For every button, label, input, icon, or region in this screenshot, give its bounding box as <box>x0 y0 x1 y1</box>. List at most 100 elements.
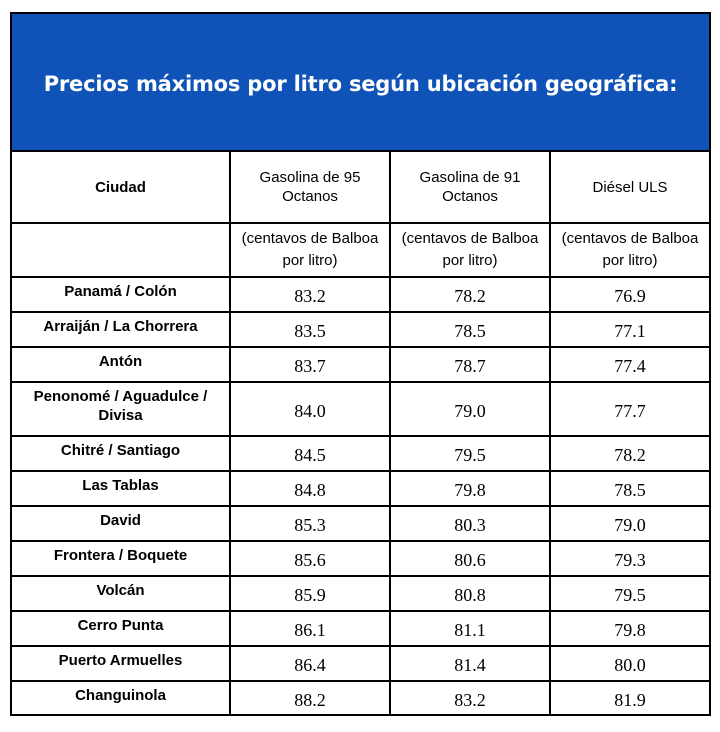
diesel-uls-value-text: 79.5 <box>614 585 646 605</box>
gasolina-95-value-text: 85.6 <box>294 550 326 570</box>
city-cell: Penonomé / Aguadulce / Divisa <box>12 381 231 437</box>
gasolina-91-value-text: 83.2 <box>454 690 486 710</box>
diesel-uls-value: 80.0 <box>549 645 709 682</box>
city-cell-text: David <box>100 512 141 529</box>
city-cell: Puerto Armuelles <box>12 645 231 682</box>
gasolina-91-value-text: 78.2 <box>454 286 486 306</box>
table-row: Penonomé / Aguadulce / Divisa 84.0 79.0 77.… <box>12 381 709 437</box>
city-cell-text: Volcán <box>96 582 145 599</box>
gasolina-91-value-text: 78.7 <box>454 356 486 376</box>
gasolina-95-value-text: 83.2 <box>294 286 326 306</box>
city-cell-text: Frontera / Boquete <box>53 547 188 564</box>
gasolina-91-value-text: 81.1 <box>454 620 486 640</box>
gasolina-95-value-text: 88.2 <box>294 690 326 710</box>
city-cell-text: Puerto Armuelles <box>58 652 183 669</box>
diesel-uls-value-text: 77.4 <box>614 356 646 376</box>
diesel-uls-value-text: 78.2 <box>614 445 646 465</box>
header-city: Ciudad <box>12 152 231 224</box>
diesel-uls-value: 79.3 <box>549 540 709 577</box>
price-table: Ciudad Gasolina de 95 Octanos Gasolina d… <box>12 152 709 715</box>
gasolina-91-value: 80.3 <box>389 505 551 542</box>
table-row: Cerro Punta 86.1 81.1 79.8 <box>12 610 709 647</box>
diesel-uls-value-text: 80.0 <box>614 655 646 675</box>
diesel-uls-value-text: 77.1 <box>614 321 646 341</box>
city-cell: Antón <box>12 346 231 383</box>
city-cell-text: Chitré / Santiago <box>60 442 181 459</box>
city-cell-text: Antón <box>98 353 143 370</box>
gasolina-91-value-text: 79.0 <box>454 400 486 421</box>
gasolina-95-value: 83.5 <box>229 311 391 348</box>
gasolina-91-value-text: 80.3 <box>454 515 486 535</box>
city-cell-text: Changuinola <box>75 687 166 704</box>
table-row: Puerto Armuelles 86.4 81.4 80.0 <box>12 645 709 682</box>
diesel-uls-value-text: 79.3 <box>614 550 646 570</box>
city-cell-text: Panamá / Colón <box>64 283 177 300</box>
diesel-uls-value: 76.9 <box>549 276 709 313</box>
gasolina-95-value-text: 83.7 <box>294 356 326 376</box>
diesel-uls-value-text: 79.8 <box>614 620 646 640</box>
city-cell-text: Arraiján / La Chorrera <box>43 318 198 335</box>
city-cell: David <box>12 505 231 542</box>
gasolina-91-value: 78.2 <box>389 276 551 313</box>
table-row: Chitré / Santiago 84.5 79.5 78.2 <box>12 435 709 472</box>
gasolina-95-value-text: 84.5 <box>294 445 326 465</box>
city-cell: Cerro Punta <box>12 610 231 647</box>
diesel-uls-value: 78.2 <box>549 435 709 472</box>
gasolina-95-value-text: 85.9 <box>294 585 326 605</box>
gasolina-91-value: 81.4 <box>389 645 551 682</box>
gasolina-95-value-text: 86.1 <box>294 620 326 640</box>
diesel-uls-value: 77.1 <box>549 311 709 348</box>
diesel-uls-value: 78.5 <box>549 470 709 507</box>
gasolina-91-value: 80.6 <box>389 540 551 577</box>
gasolina-95-value-text: 86.4 <box>294 655 326 675</box>
gasolina-95-value: 83.7 <box>229 346 391 383</box>
city-cell: Arraiján / La Chorrera <box>12 311 231 348</box>
gasolina-91-value: 78.5 <box>389 311 551 348</box>
gasolina-95-value-text: 84.0 <box>294 400 326 421</box>
gasolina-91-value: 79.5 <box>389 435 551 472</box>
units-gasolina-91: (centavos de Balboa por litro) <box>389 222 551 278</box>
city-cell-text: Las Tablas <box>82 477 159 494</box>
gasolina-95-value: 84.5 <box>229 435 391 472</box>
gasolina-91-value-text: 81.4 <box>454 655 486 675</box>
table-row: Volcán 85.9 80.8 79.5 <box>12 575 709 612</box>
gasolina-91-value-text: 80.6 <box>454 550 486 570</box>
city-cell: Chitré / Santiago <box>12 435 231 472</box>
gasolina-95-value-text: 84.8 <box>294 480 326 500</box>
diesel-uls-value: 81.9 <box>549 680 709 715</box>
gasolina-91-value-text: 79.5 <box>454 445 486 465</box>
diesel-uls-value-text: 79.0 <box>614 515 646 535</box>
diesel-uls-value-text: 78.5 <box>614 480 646 500</box>
header-diesel-uls: Diésel ULS <box>549 152 709 224</box>
gasolina-91-value-text: 80.8 <box>454 585 486 605</box>
gasolina-91-value: 78.7 <box>389 346 551 383</box>
units-diesel-uls: (centavos de Balboa por litro) <box>549 222 709 278</box>
gasolina-95-value: 85.6 <box>229 540 391 577</box>
gasolina-95-value-text: 83.5 <box>294 321 326 341</box>
table-row: Las Tablas 84.8 79.8 78.5 <box>12 470 709 507</box>
diesel-uls-value-text: 76.9 <box>614 286 646 306</box>
diesel-uls-value: 79.5 <box>549 575 709 612</box>
table-row: Changuinola 88.2 83.2 81.9 <box>12 680 709 715</box>
price-table-frame: Precios máximos por litro según ubicació… <box>10 12 711 716</box>
title-banner: Precios máximos por litro según ubicació… <box>12 14 709 152</box>
diesel-uls-value-text: 81.9 <box>614 690 646 710</box>
city-cell: Las Tablas <box>12 470 231 507</box>
gasolina-95-value: 85.9 <box>229 575 391 612</box>
header-gasolina-91: Gasolina de 91 Octanos <box>389 152 551 224</box>
gasolina-91-value-text: 78.5 <box>454 321 486 341</box>
table-row: Frontera / Boquete 85.6 80.6 79.3 <box>12 540 709 577</box>
header-row: Ciudad Gasolina de 95 Octanos Gasolina d… <box>12 152 709 224</box>
gasolina-95-value-text: 85.3 <box>294 515 326 535</box>
table-title: Precios máximos por litro según ubicació… <box>43 72 678 96</box>
diesel-uls-value: 79.8 <box>549 610 709 647</box>
diesel-uls-value: 77.7 <box>549 381 709 437</box>
table-row: David 85.3 80.3 79.0 <box>12 505 709 542</box>
city-cell: Volcán <box>12 575 231 612</box>
units-empty-cell <box>12 222 231 278</box>
gasolina-91-value-text: 79.8 <box>454 480 486 500</box>
table-row: Arraiján / La Chorrera 83.5 78.5 77.1 <box>12 311 709 348</box>
city-cell-text: Penonomé / Aguadulce / Divisa <box>33 388 208 424</box>
gasolina-95-value: 86.4 <box>229 645 391 682</box>
table-row: Antón 83.7 78.7 77.4 <box>12 346 709 383</box>
